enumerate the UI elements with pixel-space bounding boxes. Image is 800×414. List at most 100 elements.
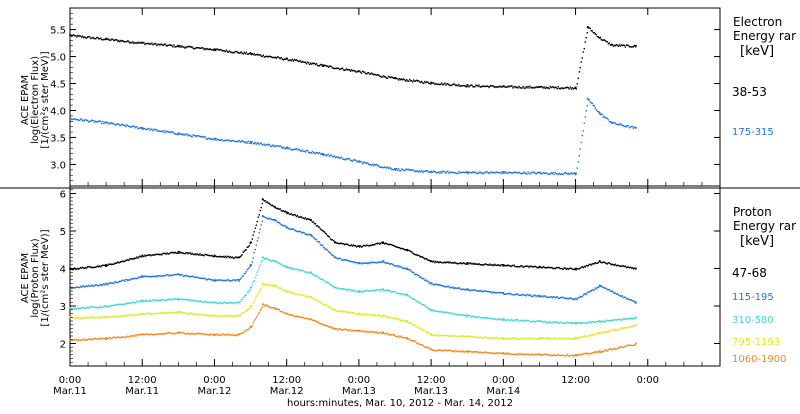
proton-point (87, 266, 89, 268)
proton-point (448, 262, 450, 264)
electron-point (532, 86, 534, 89)
proton-point (337, 328, 340, 330)
proton-data-point (285, 290, 288, 292)
proton-point (220, 334, 222, 336)
electron-point (372, 164, 375, 167)
electron-point (509, 171, 511, 174)
electron-point (271, 145, 274, 147)
proton-point (388, 263, 391, 265)
proton-point (90, 306, 92, 308)
proton-data-point (237, 278, 240, 281)
proton-point (148, 312, 150, 315)
electron-point (370, 164, 373, 167)
proton-point (530, 295, 532, 297)
proton-data-point (634, 323, 637, 326)
proton-point (202, 301, 204, 303)
proton-point (358, 291, 361, 293)
proton-point (112, 316, 114, 319)
electron-point (596, 35, 599, 38)
proton-point (211, 314, 213, 317)
proton-point (416, 325, 418, 328)
electron-point (136, 42, 138, 44)
proton-point (571, 322, 573, 325)
electron-point (473, 171, 475, 174)
electron-point (256, 53, 258, 56)
proton-point (150, 276, 152, 278)
proton-point (440, 310, 442, 313)
electron-point (484, 85, 486, 88)
electron-point (501, 171, 503, 173)
proton-data-point (502, 352, 505, 354)
proton-point (571, 354, 573, 356)
electron-point (499, 85, 501, 87)
proton-point (116, 337, 118, 339)
electron-point (284, 147, 287, 150)
proton-point (189, 313, 191, 315)
proton-point (388, 243, 391, 246)
proton-point (154, 276, 156, 278)
proton-point (566, 353, 568, 356)
electron-point (217, 138, 219, 141)
electron-point (429, 82, 431, 85)
proton-point (91, 266, 93, 269)
proton-point (613, 264, 616, 267)
proton-point (105, 265, 107, 267)
proton-point (596, 262, 599, 264)
proton-point (345, 311, 348, 314)
proton-point (84, 307, 86, 309)
proton-point (216, 256, 218, 258)
proton-point (353, 289, 356, 292)
proton-point (131, 335, 133, 337)
proton-point (169, 312, 171, 314)
proton-point (498, 318, 500, 320)
proton-point (256, 271, 258, 273)
proton-point (137, 334, 139, 336)
electron-point (579, 66, 581, 69)
proton-point (449, 261, 451, 263)
electron-point (390, 76, 393, 78)
proton-point (419, 302, 421, 304)
proton-point (586, 335, 588, 338)
electron-point (546, 87, 548, 89)
electron-point (412, 81, 414, 83)
proton-point (137, 301, 139, 303)
electron-point (474, 172, 476, 174)
proton-point (85, 285, 87, 287)
proton-point (526, 265, 528, 267)
proton-point (540, 295, 542, 298)
proton-point (542, 337, 544, 339)
electron-point (596, 110, 599, 112)
proton-point (543, 353, 545, 355)
electron-point (559, 173, 561, 176)
electron-point (593, 31, 596, 34)
proton-point (188, 333, 190, 335)
proton-point (283, 264, 286, 267)
proton-point (228, 256, 230, 259)
proton-point (196, 253, 198, 255)
electron-point (152, 130, 154, 132)
proton-point (437, 349, 439, 352)
proton-point (154, 333, 156, 335)
proton-point (243, 330, 245, 332)
proton-point (231, 315, 233, 317)
proton-point (464, 315, 466, 317)
proton-point (134, 313, 136, 316)
proton-point (169, 252, 171, 254)
proton-point (200, 277, 202, 279)
electron-point (589, 101, 591, 103)
proton-point (365, 262, 368, 264)
proton-point (75, 286, 77, 289)
proton-point (349, 329, 352, 331)
proton-point (201, 332, 203, 335)
electron-point (124, 40, 126, 43)
electron-point (443, 170, 445, 173)
electron-point (376, 74, 379, 76)
electron-point (122, 39, 124, 42)
proton-point (110, 316, 112, 319)
electron-point (568, 173, 570, 176)
proton-point (115, 281, 117, 284)
proton-point (234, 315, 236, 318)
proton-point (592, 352, 595, 354)
proton-point (474, 262, 476, 265)
proton-point (324, 281, 327, 283)
